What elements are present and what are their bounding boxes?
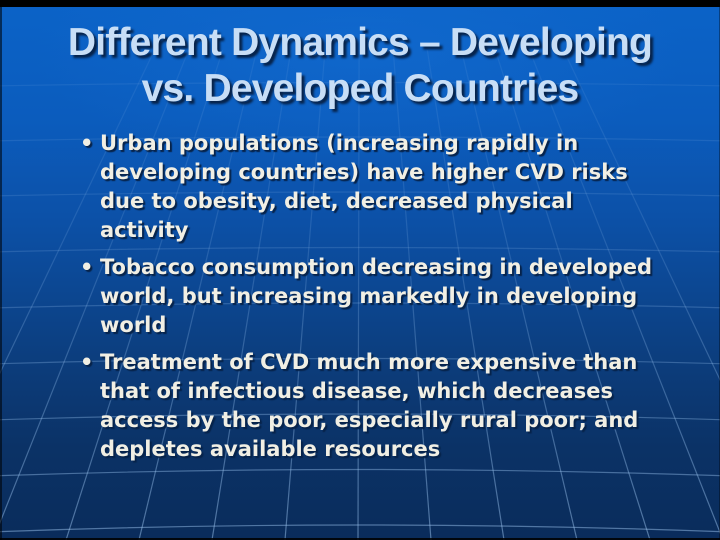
bullet-text-line: that of infectious disease, which decrea… (100, 379, 613, 403)
bullet-text-line: activity (100, 218, 189, 242)
bullet-item-tobacco: • Tobacco consumption decreasing in deve… (72, 253, 668, 340)
bullet-icon: • (80, 131, 94, 155)
bullet-text-line: access by the poor, especially rural poo… (100, 408, 639, 432)
left-edge-bar (0, 0, 2, 540)
bullet-text-line: world (100, 313, 167, 337)
bullet-item-treatment-cost: • Treatment of CVD much more expensive t… (72, 348, 668, 464)
bullet-text-line: developing countries) have higher CVD ri… (100, 160, 628, 184)
bullet-text: Tobacco consumption decreasing in develo… (100, 253, 668, 340)
bottom-edge-bar (0, 538, 720, 540)
bullet-text-line: Treatment of CVD much more expensive tha… (100, 350, 638, 374)
title-line-2: vs. Developed Countries (141, 67, 580, 110)
bullet-icon: • (80, 255, 94, 279)
bullet-icon: • (80, 350, 94, 374)
bullet-text-line: due to obesity, diet, decreased physical (100, 189, 573, 213)
bullet-text-line: depletes available resources (100, 437, 441, 461)
bullet-text-line: world, but increasing markedly in develo… (100, 284, 638, 308)
bullet-text-line: Urban populations (increasing rapidly in (100, 131, 579, 155)
bullet-text-line: Tobacco consumption decreasing in develo… (100, 255, 652, 279)
bullet-text: Urban populations (increasing rapidly in… (100, 129, 668, 245)
slide-title: Different Dynamics – Developing vs. Deve… (0, 20, 720, 112)
title-line-1: Different Dynamics – Developing (67, 21, 653, 64)
bullet-text: Treatment of CVD much more expensive tha… (100, 348, 668, 464)
bullet-list: • Urban populations (increasing rapidly … (72, 129, 668, 472)
top-edge-bar (0, 0, 720, 7)
bullet-item-urban-populations: • Urban populations (increasing rapidly … (72, 129, 668, 245)
